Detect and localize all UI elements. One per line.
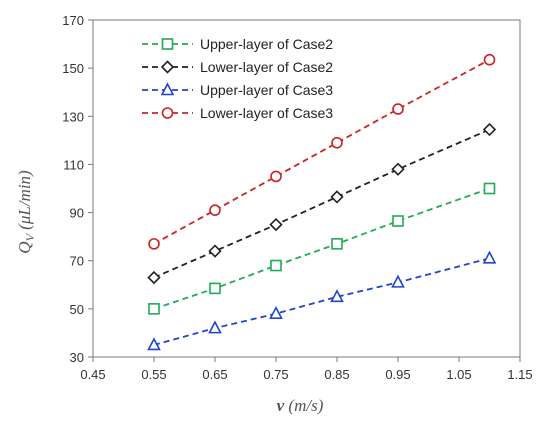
data-point: [209, 282, 221, 295]
data-point: [147, 270, 161, 285]
data-point: [270, 170, 282, 183]
series-layer: [147, 53, 497, 351]
data-point: [392, 215, 404, 227]
y-tick-label: 50: [70, 302, 84, 317]
data-point: [482, 122, 497, 137]
series-3: [147, 250, 497, 351]
series-line: [153, 257, 490, 346]
axis-titles: v (m/s) QV (μL/min): [15, 170, 324, 415]
y-tick-label: 150: [62, 61, 84, 76]
legend-label: Lower-layer of Case3: [200, 105, 333, 121]
legend-item-2: Lower-layer of Case2: [142, 59, 333, 75]
legend-item-4: Lower-layer of Case3: [142, 105, 333, 121]
series-4: [148, 53, 496, 250]
y-tick-label: 90: [70, 206, 84, 221]
legend-label: Lower-layer of Case2: [200, 59, 333, 75]
series-line: [153, 187, 490, 310]
data-point: [148, 238, 160, 250]
data-point: [482, 250, 497, 264]
axes: 0.45 0.55 0.65 0.75 0.85 0.95 1.05 1.15 30 50 70 90…: [62, 13, 532, 382]
data-point: [147, 337, 161, 351]
x-tick-label: 1.05: [446, 367, 471, 382]
legend: Upper-layer of Case2 Lower-layer of Case2…: [142, 36, 333, 121]
x-tick-label: 0.85: [324, 367, 349, 382]
legend-marker: [160, 82, 175, 96]
plot-frame: [92, 19, 521, 358]
series-2: [147, 122, 497, 285]
x-tick-label: 0.65: [202, 367, 227, 382]
data-point: [330, 190, 344, 204]
y-tick-label: 130: [62, 109, 84, 124]
data-point: [391, 274, 405, 288]
legend-label: Upper-layer of Case2: [200, 36, 333, 52]
data-point: [270, 259, 282, 272]
x-tick-label: 1.15: [507, 367, 532, 382]
x-tick-label: 0.75: [263, 367, 288, 382]
legend-marker: [161, 38, 174, 50]
data-point: [391, 162, 405, 176]
x-tick-label: 0.95: [385, 367, 410, 382]
legend-marker: [160, 60, 175, 74]
x-tick-label: 0.55: [141, 367, 166, 382]
data-point: [331, 136, 343, 149]
y-tick-label: 70: [70, 254, 84, 269]
legend-item-3: Upper-layer of Case3: [142, 82, 333, 98]
y-tick-label: 110: [63, 157, 84, 172]
data-point: [209, 204, 221, 216]
data-point: [208, 244, 222, 258]
series-line: [153, 58, 490, 245]
legend-item-1: Upper-layer of Case2: [142, 36, 333, 52]
data-point: [269, 217, 283, 232]
y-tick-label: 30: [70, 350, 84, 365]
legend-marker: [161, 107, 174, 119]
series-line: [153, 128, 490, 279]
x-tick-label: 0.45: [80, 367, 105, 382]
data-point: [483, 182, 496, 195]
y-axis-title: QV (μL/min): [15, 170, 37, 254]
data-point: [483, 53, 496, 66]
data-point: [331, 238, 343, 250]
x-axis-title-variable: v (m/s): [277, 396, 324, 415]
data-point: [392, 103, 404, 115]
data-point: [208, 320, 222, 334]
data-point: [148, 303, 160, 315]
legend-label: Upper-layer of Case3: [200, 82, 333, 98]
y-tick-label: 170: [62, 13, 84, 28]
data-point: [330, 289, 344, 303]
series-1: [148, 182, 496, 315]
data-point: [269, 305, 283, 319]
